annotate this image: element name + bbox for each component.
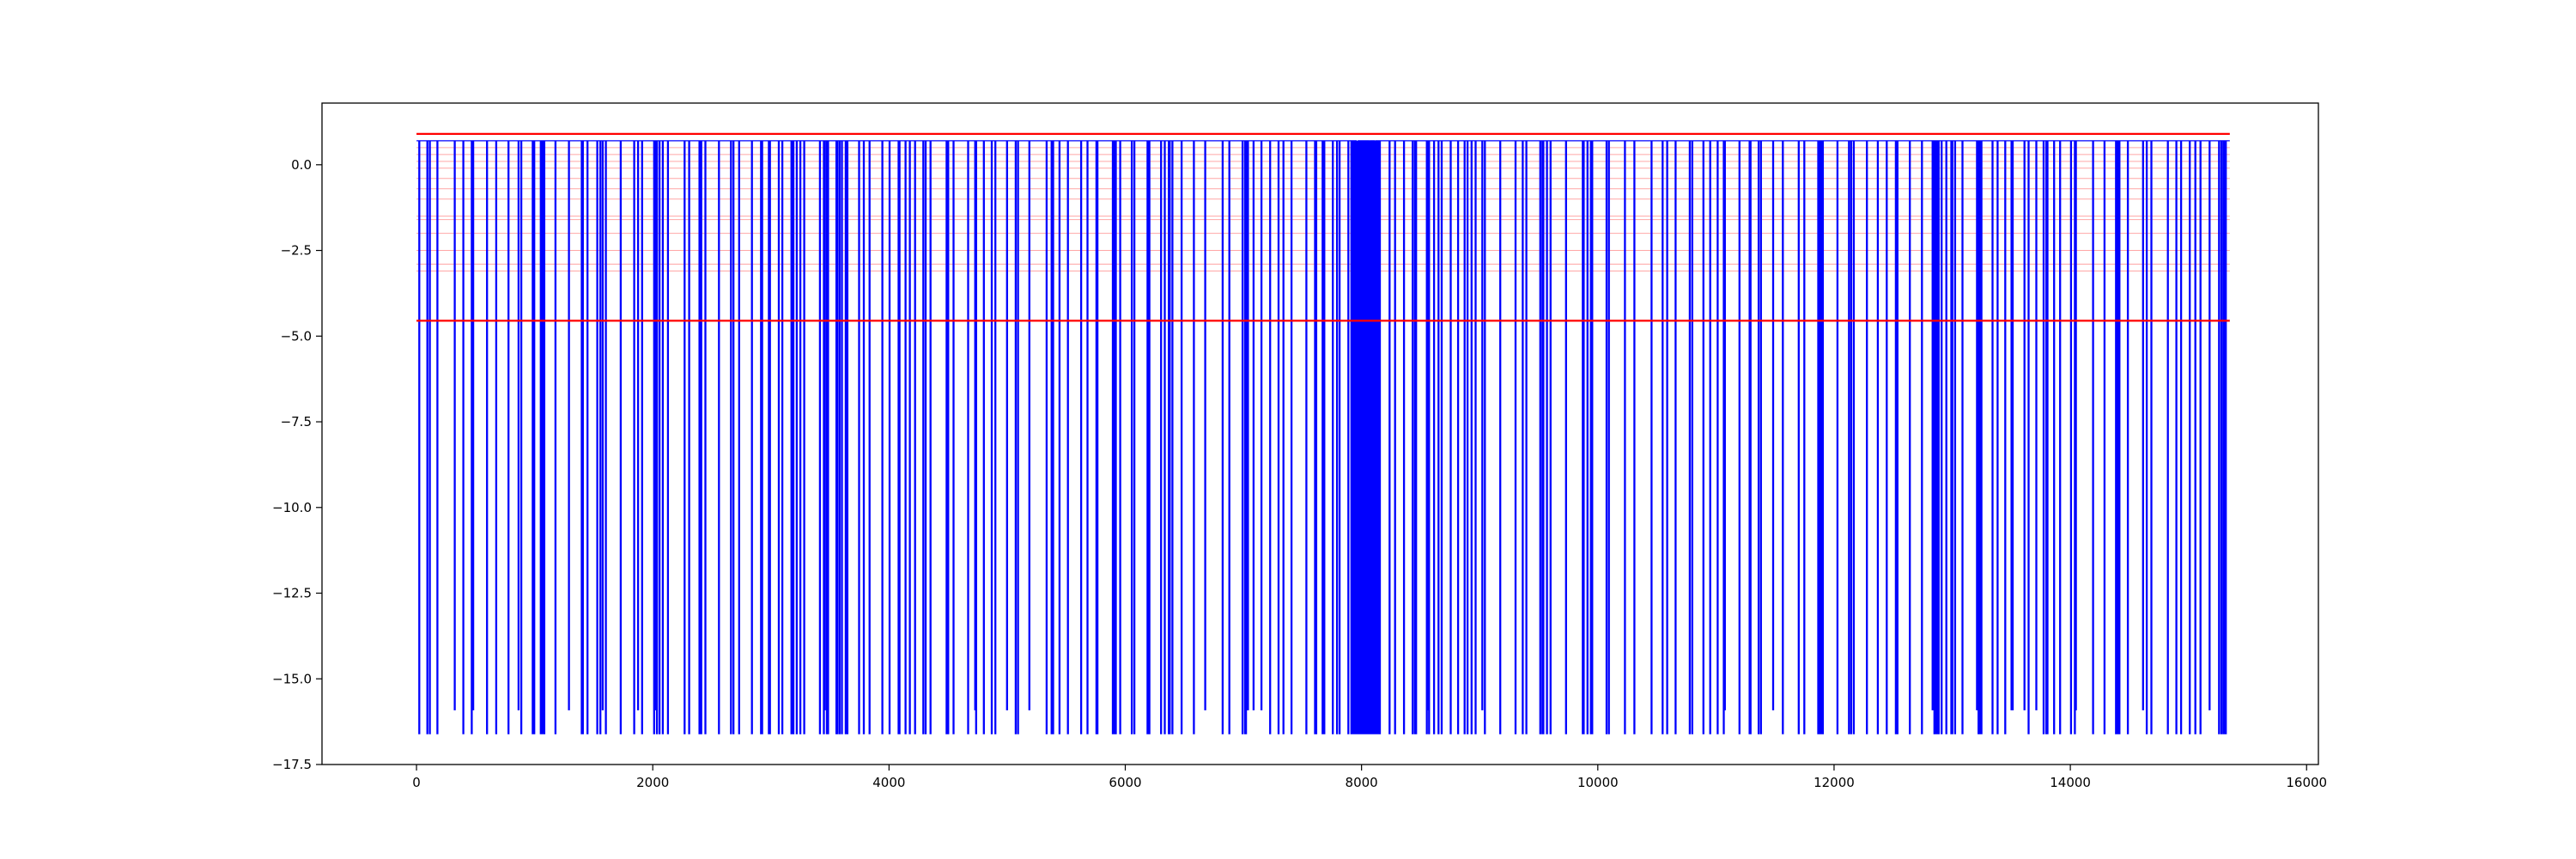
y-tick-label: −2.5: [281, 243, 312, 259]
x-tick-label: 10000: [1577, 775, 1619, 790]
x-axis: 0 2000 4000 6000 8000 10000 12000 14000 16000: [412, 765, 2327, 790]
y-tick-label: −15.0: [272, 671, 312, 686]
plot-frame: [321, 102, 2319, 765]
y-tick-label: −17.5: [272, 757, 312, 772]
y-tick-label: −12.5: [272, 586, 312, 601]
x-tick-label: 16000: [2286, 775, 2327, 790]
y-tick-label: −5.0: [281, 328, 312, 344]
series-line: [416, 140, 2230, 734]
y-axis: −17.5 −15.0 −12.5 −10.0 −7.5 −5.0 −2.5 0.0: [272, 157, 322, 772]
y-tick-label: −10.0: [272, 500, 312, 515]
x-tick-label: 6000: [1109, 775, 1141, 790]
x-tick-label: 8000: [1346, 775, 1378, 790]
x-tick-label: 4000: [872, 775, 905, 790]
x-tick-label: 0: [412, 775, 421, 790]
y-tick-label: −7.5: [281, 414, 312, 430]
x-tick-label: 2000: [636, 775, 669, 790]
x-tick-label: 12000: [1814, 775, 1855, 790]
x-tick-label: 14000: [2050, 775, 2091, 790]
y-tick-label: 0.0: [291, 157, 312, 173]
reference-lines: [416, 132, 2230, 322]
series-layer: [416, 140, 2230, 734]
